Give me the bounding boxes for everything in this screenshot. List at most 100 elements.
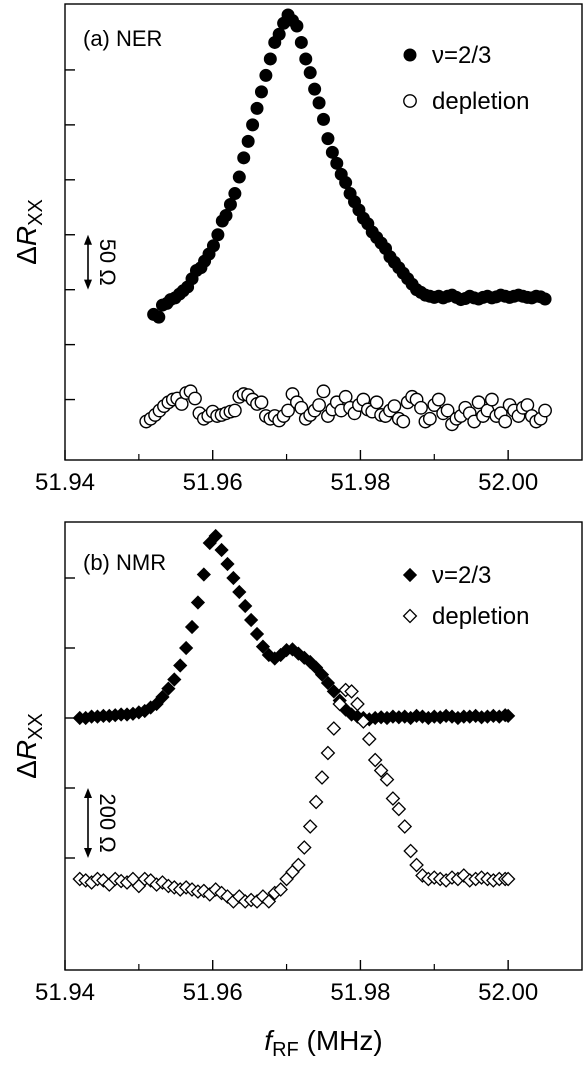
data-point [373,763,389,778]
data-point [409,857,424,873]
data-point [332,696,348,712]
data-point [211,228,225,242]
panel-b: 51.94 51.96 51.98 52.00 ΔRXX (b) NMR ν=2/3 depl… [11,521,583,1061]
data-point [471,395,486,410]
data-point [237,151,251,165]
data-point [440,403,455,418]
data-point [188,391,202,406]
data-point [254,395,269,410]
data-point [161,681,176,696]
x-tick-label: 52.00 [478,469,538,496]
data-point [314,770,330,785]
data-point [291,857,306,873]
data-point [314,667,330,682]
data-point [254,85,268,99]
legend-label: ν=2/3 [432,42,491,69]
data-point [367,752,383,768]
data-point [294,35,308,49]
legend-marker [402,567,418,583]
plot-frame [64,3,583,461]
data-point [228,187,242,201]
data-point [312,398,326,412]
series-depletion [72,682,516,909]
data-point [255,639,271,654]
x-tick-label: 51.94 [35,979,95,1006]
data-point [232,170,246,184]
data-point [501,708,516,724]
plot-frame [64,521,583,971]
data-point [397,819,413,834]
data-point [184,619,200,635]
data-point [350,696,365,712]
data-point [255,889,271,904]
data-point [396,414,411,429]
x-axis-label: fRF (MHz) [264,1025,382,1061]
data-point [498,414,513,429]
data-point [369,395,384,410]
data-point [167,672,182,687]
data-point [326,721,342,736]
scale-bar-arrow-bottom [84,279,92,290]
data-point [431,392,446,407]
data-point [261,894,277,909]
data-point [299,52,313,66]
legend-marker [403,94,417,108]
data-point [244,612,259,628]
legend-label: ν=2/3 [432,562,491,589]
data-point [214,542,229,558]
data-point [325,145,339,159]
data-point [356,714,371,729]
data-point [227,403,242,418]
data-point [316,384,331,399]
x-tick-label: 51.94 [35,469,95,496]
data-point [320,675,336,691]
data-point [179,640,194,656]
y-axis-label: ΔRXX [11,713,47,779]
data-point [538,292,552,306]
legend: ν=2/3 depletion [403,42,529,115]
data-point [538,403,552,418]
data-point [190,595,206,610]
x-tick-label: 51.98 [330,979,390,1006]
data-point [308,82,322,96]
data-point [238,598,253,614]
scale-bar: 200 Ω [84,788,120,858]
data-point [296,840,312,855]
data-point [303,66,317,80]
data-point [403,843,418,859]
data-point [385,791,401,806]
panel-a: 51.94 51.96 51.98 52.00 ΔRXX (a) NER ν=2/3 depl… [11,3,583,496]
data-point [220,556,235,572]
data-point [263,52,277,66]
data-point [155,689,170,705]
legend-label: depletion [432,88,529,115]
series-nu-2-3 [147,8,552,324]
data-point [330,156,344,170]
legend-label: depletion [432,603,529,630]
scale-bar-arrow-top [84,234,92,245]
data-point [344,684,359,699]
data-point [321,132,335,146]
data-point [259,68,273,82]
data-point [206,239,220,253]
data-point [500,871,516,887]
scale-bar-label: 200 Ω [95,793,120,852]
panel-label: (a) NER [83,26,162,51]
data-point [241,134,255,148]
data-point [219,209,233,223]
series-depletion [139,384,552,432]
data-point [302,819,318,834]
legend: ν=2/3 depletion [402,562,529,630]
data-point [226,570,241,586]
x-tick-label: 51.96 [183,979,243,1006]
data-point [272,27,286,41]
data-point [387,399,402,414]
data-point [246,118,260,132]
data-point [208,528,223,544]
x-tick-label: 52.00 [478,979,538,1006]
scale-bar-arrow-top [84,788,92,798]
data-point [290,19,304,33]
scale-bar-label: 50 Ω [95,239,120,286]
x-tick-label: 51.96 [183,469,243,496]
data-point [317,112,330,126]
